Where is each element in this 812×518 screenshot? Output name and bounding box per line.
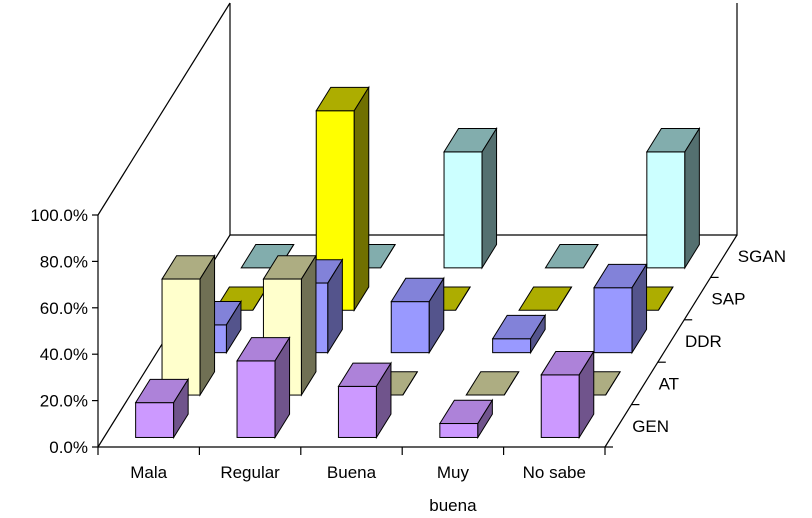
bar-top <box>465 371 520 396</box>
bar-side <box>428 276 445 355</box>
bar-side <box>327 257 343 355</box>
bar-side <box>274 335 291 440</box>
bars <box>134 85 701 440</box>
bar-front <box>540 374 580 438</box>
bar-top <box>518 286 573 311</box>
y-tick-label: 20.0% <box>40 392 88 411</box>
bar-front <box>492 338 532 354</box>
y-tick-label: 80.0% <box>40 252 88 271</box>
bar-side <box>380 244 396 269</box>
bar-front <box>337 385 377 438</box>
bar-ddr <box>491 313 547 355</box>
bar-front <box>646 151 686 269</box>
series-label: DDR <box>685 332 722 351</box>
bar-top <box>544 244 599 269</box>
bar-side <box>455 286 471 311</box>
bar-front <box>593 287 633 354</box>
bar-side <box>556 286 572 311</box>
bar-at <box>465 371 520 396</box>
y-tick-label: 60.0% <box>40 299 88 318</box>
side-wall-top <box>97 2 231 216</box>
bar-gen <box>438 398 494 440</box>
x-axis-labels: Mala Regular Buena Muy buena No sabe <box>97 447 606 515</box>
bar-front <box>236 360 276 438</box>
bar-side <box>605 371 621 396</box>
y-axis-ticks: 0.0% 20.0% 40.0% 60.0% 80.0% 100.0% <box>30 206 98 457</box>
series-label: GEN <box>632 417 669 436</box>
bar-ddr <box>390 276 445 355</box>
bar-sgan <box>645 126 701 270</box>
bar-side <box>530 313 546 355</box>
bar-gen <box>337 361 392 440</box>
bar-side <box>631 262 648 355</box>
bar-side <box>481 126 498 270</box>
x-category-label: buena <box>429 496 477 515</box>
bar-side <box>199 253 216 397</box>
bar-front <box>390 301 430 354</box>
x-category-label: Mala <box>130 463 167 482</box>
bar-side <box>225 299 242 355</box>
bar-side <box>684 126 700 270</box>
bar-front <box>439 423 479 438</box>
bar-front <box>443 151 483 269</box>
x-category-label: Buena <box>327 463 377 482</box>
y-tick-label: 100.0% <box>30 206 88 225</box>
bar-side <box>503 371 520 396</box>
bar-side <box>658 286 674 311</box>
bar-at <box>161 253 216 397</box>
depth-axis-line <box>604 234 738 448</box>
series-axis-labels: GEN AT DDR SAP SGAN <box>605 247 786 448</box>
bar-side <box>477 398 493 440</box>
bar-ddr <box>593 262 648 355</box>
series-label: SGAN <box>738 247 786 266</box>
bar-gen <box>134 377 190 440</box>
bar-front <box>135 402 175 438</box>
y-tick-label: 40.0% <box>40 345 88 364</box>
bar-side <box>173 377 189 440</box>
series-label: SAP <box>711 290 745 309</box>
bar-side <box>300 253 317 397</box>
bar-gen <box>236 335 291 440</box>
x-category-label: Regular <box>220 463 280 482</box>
bar-sap <box>518 286 573 311</box>
x-category-label: No sabe <box>523 463 586 482</box>
bar-side <box>583 244 599 269</box>
bar-sgan <box>443 126 498 270</box>
bar-front <box>161 278 201 396</box>
bar-side <box>578 349 595 440</box>
bar-sgan <box>544 244 599 269</box>
bar-gen <box>540 349 595 440</box>
series-label: AT <box>659 374 679 393</box>
bar-side <box>402 371 418 396</box>
bar-side <box>375 361 392 440</box>
y-tick-label: 0.0% <box>49 438 88 457</box>
x-category-label: Muy <box>437 463 470 482</box>
bar-side <box>353 85 370 313</box>
